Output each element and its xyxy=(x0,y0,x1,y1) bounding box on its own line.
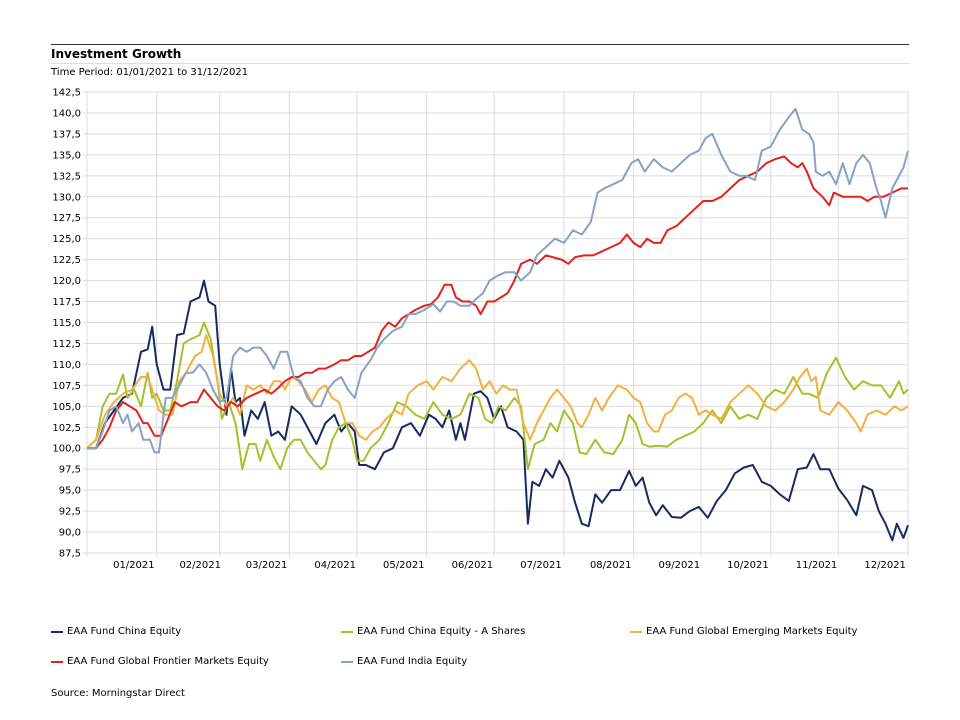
y-tick-label: 130,0 xyxy=(52,192,81,203)
top-rule xyxy=(51,44,909,45)
y-tick-label: 115,0 xyxy=(52,318,81,329)
legend-item: EAA Fund Global Frontier Markets Equity xyxy=(51,656,269,667)
legend-swatch xyxy=(51,630,63,633)
legend-swatch xyxy=(51,660,63,663)
x-tick-label: 02/2021 xyxy=(179,560,221,571)
legend-label: EAA Fund China Equity - A Shares xyxy=(357,626,526,637)
title-divider xyxy=(51,63,909,64)
legend-label: EAA Fund Global Frontier Markets Equity xyxy=(67,656,269,667)
y-tick-label: 142,5 xyxy=(52,88,81,99)
legend-item: EAA Fund Global Emerging Markets Equity xyxy=(630,626,857,637)
series-line-eaa-fund-global-frontier-markets-equity xyxy=(87,155,908,450)
x-tick-label: 12/2021 xyxy=(864,560,906,571)
x-tick-label: 11/2021 xyxy=(796,560,838,571)
legend-label: EAA Fund India Equity xyxy=(357,656,468,667)
x-tick-label: 05/2021 xyxy=(383,560,425,571)
y-tick-label: 120,0 xyxy=(52,276,81,287)
y-tick-label: 135,0 xyxy=(52,150,81,161)
y-tick-label: 95,0 xyxy=(59,486,81,497)
y-tick-label: 127,5 xyxy=(52,213,81,224)
y-tick-label: 117,5 xyxy=(52,297,81,308)
legend-item: EAA Fund China Equity - A Shares xyxy=(341,626,525,637)
legend-label: EAA Fund China Equity xyxy=(67,626,182,637)
legend-label: EAA Fund Global Emerging Markets Equity xyxy=(646,626,858,637)
legend-item: EAA Fund China Equity xyxy=(51,626,181,637)
y-tick-label: 140,0 xyxy=(52,108,81,119)
x-tick-label: 09/2021 xyxy=(659,560,701,571)
x-tick-label: 01/2021 xyxy=(113,560,155,571)
y-tick-label: 105,0 xyxy=(52,402,81,413)
y-tick-label: 112,5 xyxy=(52,339,81,350)
y-tick-label: 132,5 xyxy=(52,171,81,182)
x-tick-label: 07/2021 xyxy=(520,560,562,571)
legend-swatch xyxy=(630,630,642,633)
source-note: Source: Morningstar Direct xyxy=(51,688,185,699)
y-tick-label: 92,5 xyxy=(59,507,81,518)
y-tick-label: 90,0 xyxy=(59,528,81,539)
chart-title: Investment Growth xyxy=(51,47,182,61)
x-tick-label: 08/2021 xyxy=(590,560,632,571)
x-tick-label: 06/2021 xyxy=(452,560,494,571)
y-tick-label: 137,5 xyxy=(52,129,81,140)
legend-item: EAA Fund India Equity xyxy=(341,656,467,667)
legend-swatch xyxy=(341,660,353,663)
y-tick-label: 122,5 xyxy=(52,255,81,266)
x-tick-label: 03/2021 xyxy=(246,560,288,571)
y-tick-label: 87,5 xyxy=(59,549,81,560)
series-line-eaa-fund-china-equity xyxy=(87,279,909,542)
y-tick-label: 100,0 xyxy=(52,444,81,455)
legend-swatch xyxy=(341,630,353,633)
y-tick-label: 110,0 xyxy=(52,360,81,371)
series-line-eaa-fund-india-equity xyxy=(87,107,909,454)
x-tick-label: 04/2021 xyxy=(314,560,356,571)
y-tick-label: 125,0 xyxy=(52,234,81,245)
x-tick-label: 10/2021 xyxy=(727,560,769,571)
series-line-eaa-fund-china-equity-a-shares xyxy=(86,321,909,471)
y-tick-label: 97,5 xyxy=(59,465,81,476)
time-period: Time Period: 01/01/2021 to 31/12/2021 xyxy=(51,67,249,78)
y-tick-label: 102,5 xyxy=(52,423,81,434)
y-tick-label: 107,5 xyxy=(52,381,81,392)
